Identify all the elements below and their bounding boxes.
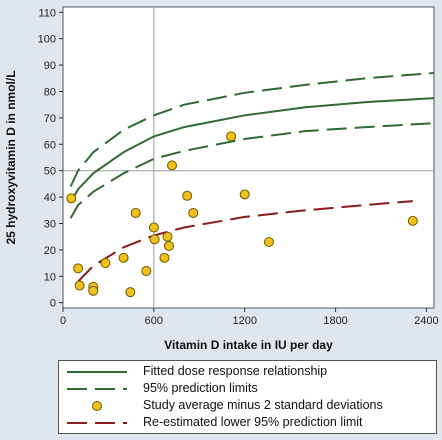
y-tick-label: 110 [38,7,56,19]
data-point [167,160,178,171]
data-point [88,285,99,296]
y-tick-label: 0 [50,298,56,310]
legend-item-fitted: Fitted dose response relationship [59,363,436,380]
x-tick-label: 2400 [414,315,438,327]
y-tick-label: 60 [44,139,56,151]
data-point [141,266,152,277]
y-tick-label: 40 [44,192,56,204]
y-tick-label: 30 [44,219,56,231]
x-tick-label: 0 [60,315,66,327]
x-tick-label: 1800 [323,315,347,327]
data-point [130,207,141,218]
legend-swatch-solid-line [67,371,127,373]
legend-item-study-points: Study average minus 2 standard deviation… [59,397,436,414]
data-point [182,190,193,201]
x-axis-title: Vitamin D intake in IU per day [164,338,333,352]
y-tick-label: 50 [44,166,56,178]
data-point [125,287,136,298]
lower-prediction-limit [69,122,435,219]
legend-label: Study average minus 2 standard deviation… [143,398,383,412]
legend-label: Fitted dose response relationship [143,364,328,378]
data-point [226,131,237,142]
reestimated-lower-limit [77,200,413,283]
data-point [74,280,85,291]
data-point [263,236,274,247]
data-point [188,207,199,218]
data-point [162,231,173,242]
data-point [239,189,250,200]
data-point [149,234,160,245]
chart: 0 600 1200 1800 2400 0 10 20 30 40 50 60 70 80 90 100 11… [4,6,439,352]
data-point [118,252,129,263]
fitted-curve [69,97,435,203]
legend-swatch-marker [92,401,102,411]
data-point [100,258,111,269]
x-tick-label: 1200 [232,315,256,327]
y-axis-title: 25 hydroxyvitamin D in nmol/L [4,70,18,244]
x-tick-label: 600 [145,315,163,327]
legend-label: 95% prediction limits [143,381,258,395]
plot-area [62,6,435,309]
upper-prediction-limit [69,72,435,187]
legend: Fitted dose response relationship 95% pr… [58,360,437,434]
y-tick-label: 90 [44,60,56,72]
data-point [407,215,418,226]
legend-item-prediction-limits: 95% prediction limits [59,380,436,397]
data-point [159,252,170,263]
legend-swatch-dashed-line [67,388,127,390]
legend-swatch-red-dashed-line [67,422,127,424]
legend-item-reestimated: Re-estimated lower 95% prediction limit [59,414,436,431]
y-tick-label: 100 [38,34,56,46]
y-tick-label: 10 [44,271,56,283]
data-point [66,193,77,204]
data-point [73,263,84,274]
y-tick-label: 80 [44,86,56,98]
data-point [164,240,174,251]
y-tick-label: 70 [44,113,56,125]
legend-label: Re-estimated lower 95% prediction limit [143,415,363,429]
data-point [148,222,159,233]
y-tick-label: 20 [44,245,56,257]
